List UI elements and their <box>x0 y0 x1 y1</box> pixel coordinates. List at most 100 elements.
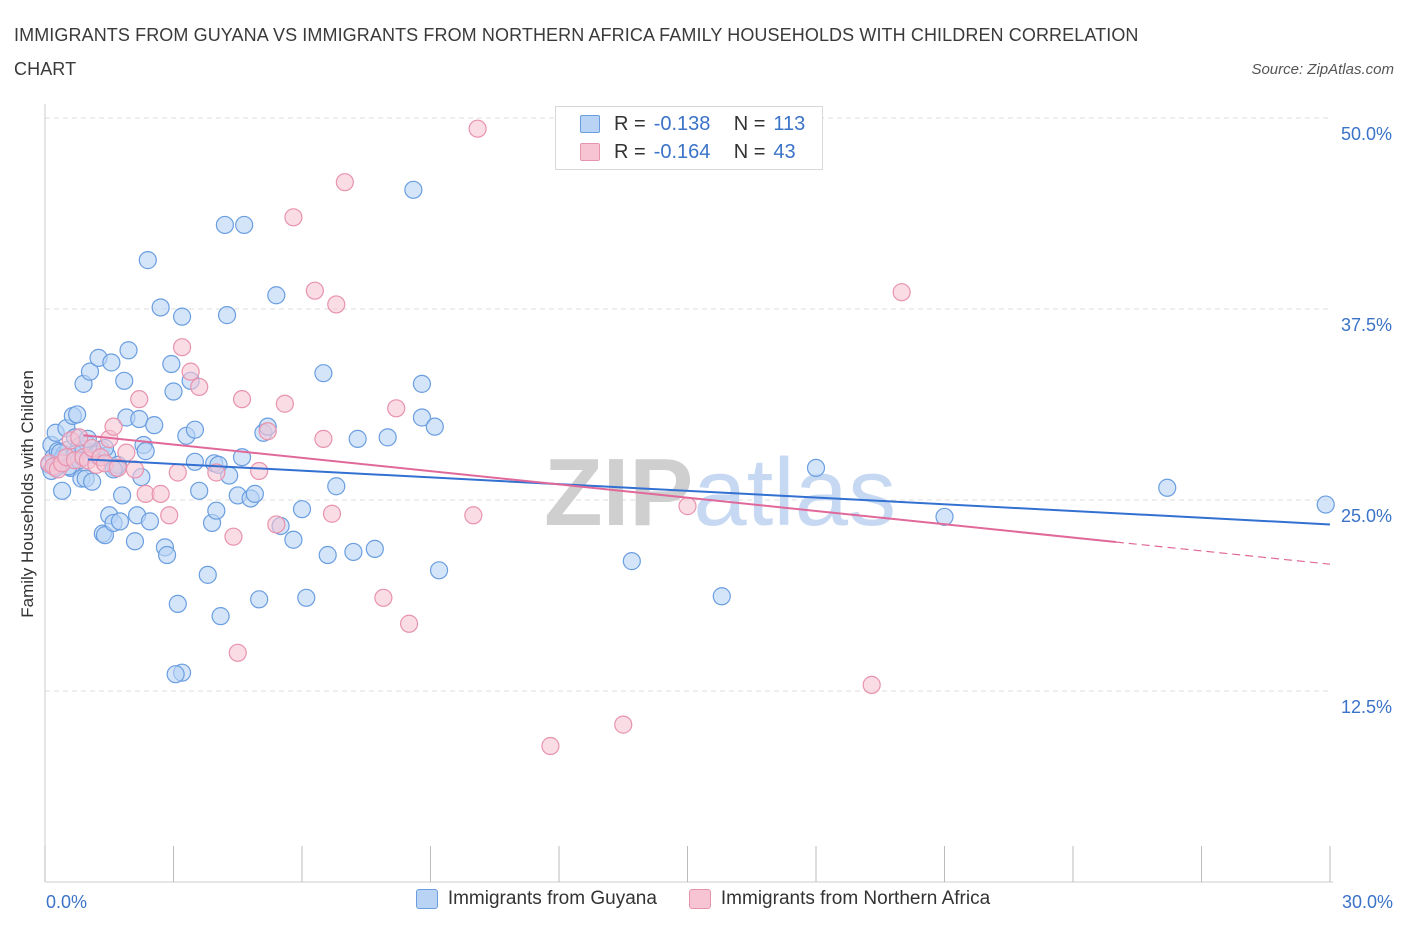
point-guyana <box>53 481 72 500</box>
legend-r-value: -0.138 <box>653 112 711 135</box>
point-northern-africa <box>399 614 419 633</box>
point-guyana <box>198 565 217 584</box>
point-northern-africa <box>374 588 393 607</box>
legend-r-label: R = <box>614 140 646 163</box>
trend-line-guyana <box>87 458 1331 526</box>
point-northern-africa <box>207 463 226 482</box>
point-guyana <box>112 486 132 505</box>
point-guyana <box>378 428 397 447</box>
legend-swatch-blue <box>580 115 600 133</box>
point-guyana <box>110 512 130 531</box>
stats-legend: R = -0.138 N = 113 R = -0.164 N = 43 <box>555 106 823 170</box>
point-northern-africa <box>232 390 252 409</box>
point-guyana <box>157 545 177 565</box>
point-guyana <box>136 442 155 461</box>
chart-title: IMMIGRANTS FROM GUYANA VS IMMIGRANTS FRO… <box>14 25 1139 79</box>
point-northern-africa <box>305 281 324 300</box>
point-guyana <box>185 452 205 471</box>
source-label: Source: ZipAtlas.com <box>1251 61 1394 78</box>
legend-r-value: -0.164 <box>653 140 711 163</box>
point-northern-africa <box>70 428 89 447</box>
point-guyana <box>404 180 423 199</box>
point-northern-africa <box>284 208 303 227</box>
series-swatch-pink <box>688 889 711 909</box>
point-northern-africa <box>160 506 179 525</box>
point-guyana <box>297 588 316 607</box>
point-northern-africa <box>258 422 277 441</box>
point-guyana <box>425 417 444 436</box>
point-guyana <box>217 306 237 325</box>
y-axis-label: Family Households with Children <box>18 370 37 618</box>
y-tick-label: 50.0% <box>1341 124 1392 144</box>
point-northern-africa <box>130 390 149 409</box>
point-guyana <box>1158 478 1177 497</box>
point-guyana <box>68 405 87 424</box>
point-guyana <box>138 251 157 270</box>
point-guyana <box>935 507 954 526</box>
axes <box>44 104 1333 883</box>
point-guyana <box>235 215 254 235</box>
point-guyana <box>119 341 138 360</box>
point-northern-africa <box>541 736 560 756</box>
point-northern-africa <box>678 497 697 516</box>
point-northern-africa <box>117 443 136 462</box>
point-guyana <box>412 408 432 427</box>
series-legend-northern-africa: Immigrants from Northern Africa <box>688 888 990 910</box>
point-guyana <box>115 371 134 390</box>
point-guyana <box>145 416 164 435</box>
trend-line-northern-africa <box>83 434 1116 544</box>
point-guyana <box>284 530 303 549</box>
y-tick-label: 37.5% <box>1341 315 1392 335</box>
point-guyana <box>162 354 181 374</box>
point-northern-africa <box>125 460 145 479</box>
point-guyana <box>168 594 187 614</box>
point-guyana <box>151 298 170 317</box>
point-guyana <box>327 477 346 496</box>
point-northern-africa <box>614 715 633 734</box>
legend-r-label: R = <box>614 112 646 135</box>
point-guyana <box>1316 495 1335 514</box>
legend-n-value: 43 <box>773 140 796 163</box>
legend-n-label: N = <box>733 140 766 163</box>
point-northern-africa <box>468 119 487 138</box>
point-northern-africa <box>327 295 346 314</box>
point-guyana <box>292 500 312 519</box>
point-northern-africa <box>104 417 123 436</box>
point-guyana <box>140 512 160 531</box>
series-label-guyana: Immigrants from Guyana <box>447 888 657 909</box>
point-guyana <box>207 501 226 520</box>
point-guyana <box>83 472 102 491</box>
point-guyana <box>80 362 100 381</box>
point-northern-africa <box>224 527 243 546</box>
point-northern-africa <box>228 643 247 662</box>
point-guyana <box>185 420 205 439</box>
legend-n-value: 113 <box>773 112 806 135</box>
legend-swatch-pink <box>580 143 600 161</box>
x-tick-label: 0.0% <box>46 892 87 912</box>
point-guyana <box>250 590 269 609</box>
point-northern-africa <box>862 675 881 694</box>
point-northern-africa <box>892 283 911 302</box>
data-points <box>40 119 1335 756</box>
point-guyana <box>102 353 121 372</box>
point-northern-africa <box>250 461 269 481</box>
point-guyana <box>190 481 209 500</box>
point-guyana <box>344 542 363 562</box>
point-guyana <box>164 382 183 401</box>
point-guyana <box>314 364 333 383</box>
point-guyana <box>125 532 145 551</box>
legend-row-northern-africa: R = -0.164 N = 43 <box>580 139 796 165</box>
watermark-zip: ZIP <box>544 439 693 546</box>
point-guyana <box>267 286 286 305</box>
point-guyana <box>166 665 185 684</box>
point-northern-africa <box>387 399 406 418</box>
y-tick-label: 25.0% <box>1341 506 1392 526</box>
point-guyana <box>172 307 192 326</box>
point-northern-africa <box>275 394 294 413</box>
point-northern-africa <box>168 463 187 482</box>
point-guyana <box>712 587 731 606</box>
trend-line-northern-africa-extension <box>1115 541 1331 565</box>
point-northern-africa <box>190 377 209 397</box>
point-northern-africa <box>181 362 200 381</box>
